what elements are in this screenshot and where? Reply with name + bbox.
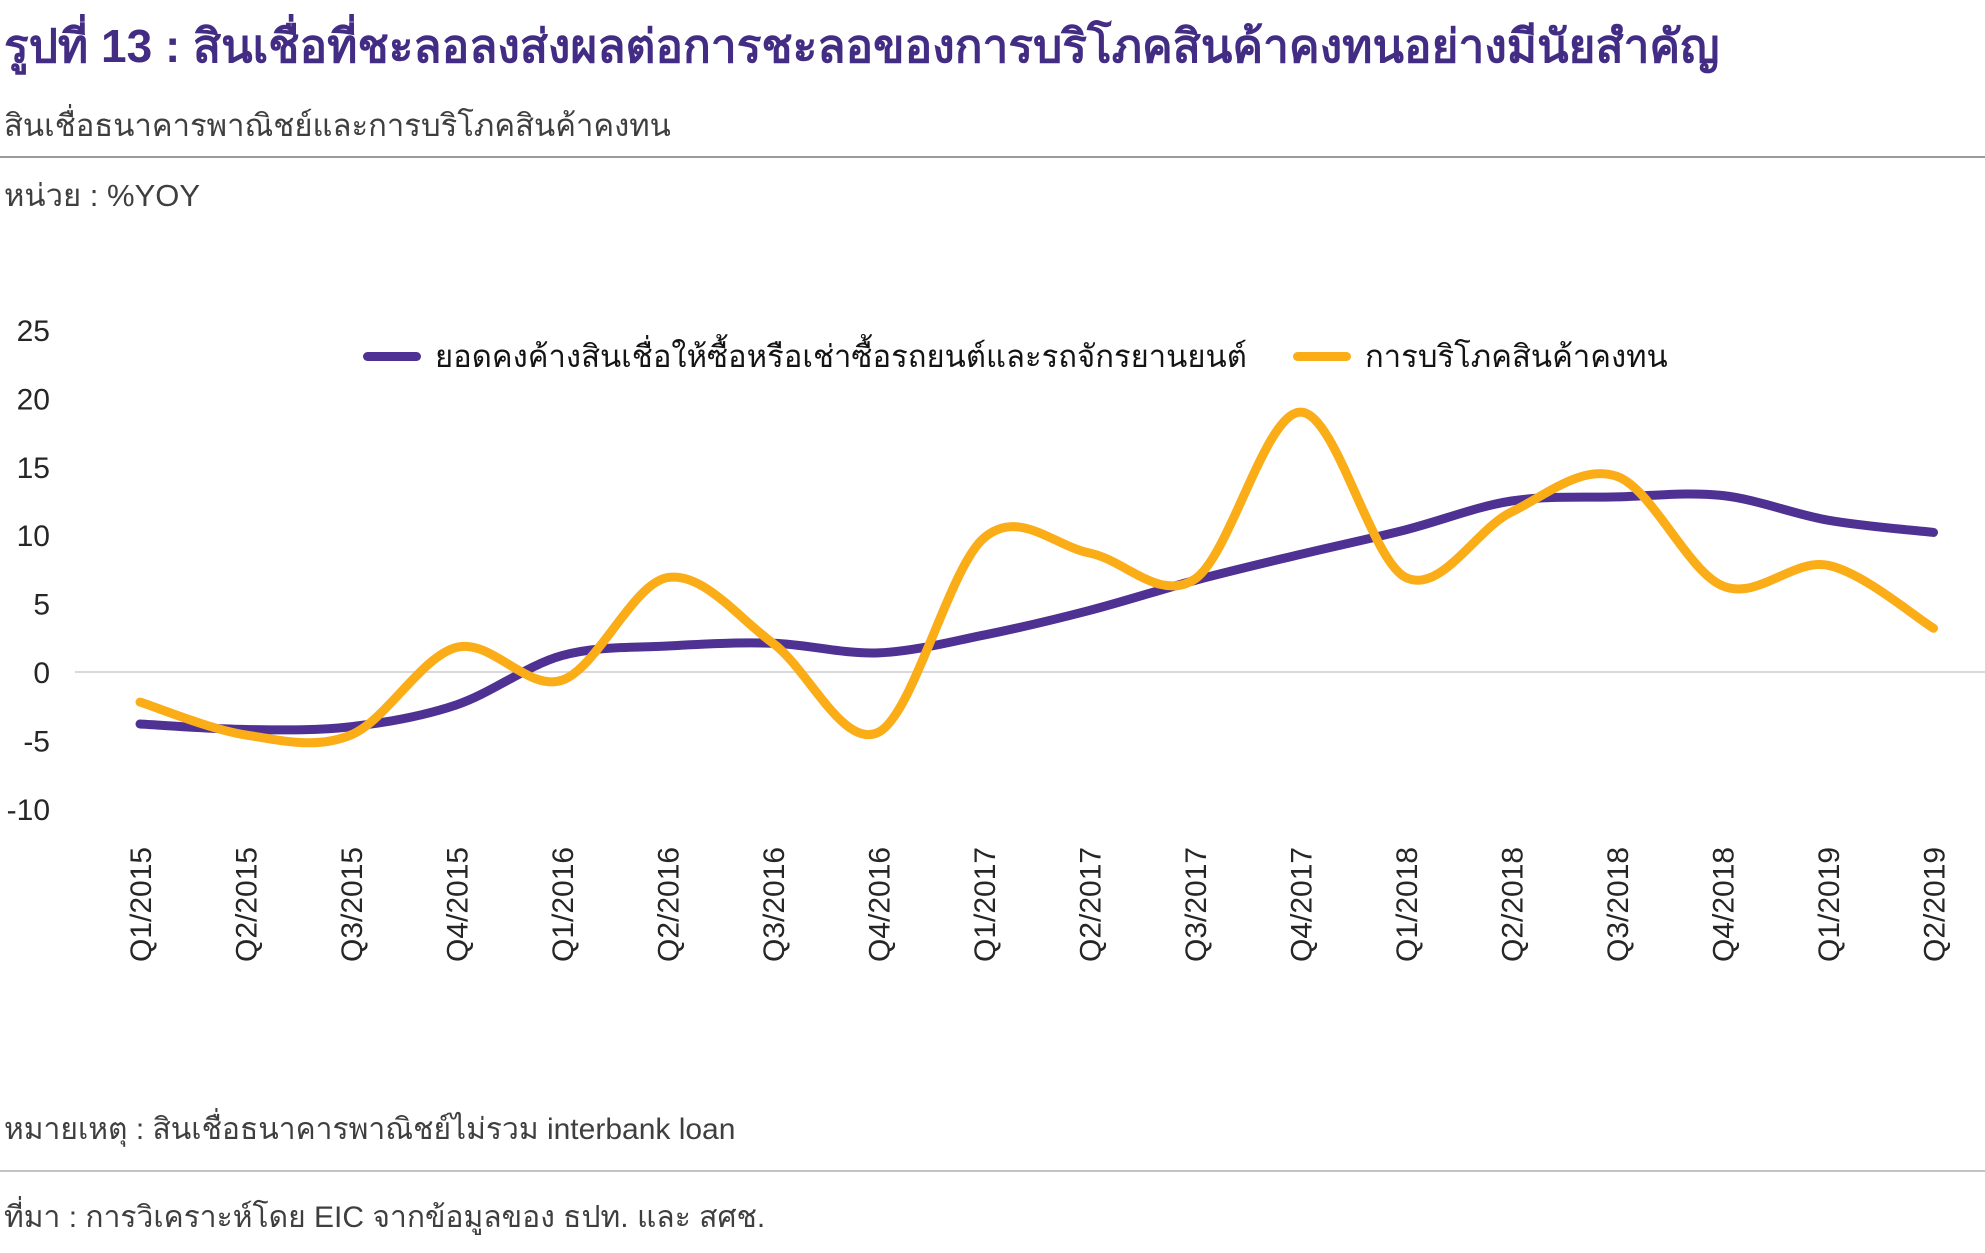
legend-item-consumption: การบริโภคสินค้าคงทน — [1293, 331, 1668, 381]
x-axis-tick-label: Q1/2015 — [125, 847, 158, 962]
legend-label-loan: ยอดคงค้างสินเชื่อให้ซื้อหรือเช่าซื้อรถยน… — [435, 339, 1247, 374]
legend-label-consumption: การบริโภคสินค้าคงทน — [1365, 339, 1668, 374]
y-axis-tick-label: 20 — [17, 383, 50, 416]
x-axis-tick-label: Q2/2019 — [1919, 847, 1952, 962]
y-axis-tick-label: 10 — [17, 520, 50, 553]
x-axis-tick-label: Q3/2016 — [758, 847, 791, 962]
legend-item-loan: ยอดคงค้างสินเชื่อให้ซื้อหรือเช่าซื้อรถยน… — [363, 331, 1247, 381]
x-axis-tick-label: Q3/2018 — [1602, 847, 1635, 962]
x-axis-tick-label: Q2/2017 — [1075, 847, 1108, 962]
y-axis-tick-label: -5 — [23, 725, 50, 758]
footer-divider — [0, 1170, 1985, 1172]
header-divider — [0, 156, 1985, 158]
x-axis-tick-label: Q2/2016 — [653, 847, 686, 962]
series-line-loan — [135, 489, 1938, 735]
y-axis-tick-label: 0 — [33, 657, 50, 690]
y-axis-tick-label: 25 — [17, 315, 50, 348]
footnote: หมายเหตุ : สินเชื่อธนาคารพาณิชย์ไม่รวม i… — [4, 1113, 736, 1146]
consumption-series-swatch-icon — [1293, 351, 1351, 361]
y-axis-tick-label: -10 — [7, 794, 50, 827]
x-axis-tick-label: Q4/2015 — [442, 847, 475, 962]
x-axis-tick-label: Q4/2016 — [864, 847, 897, 962]
series-line-consumption — [135, 407, 1938, 748]
x-axis-tick-label: Q2/2015 — [231, 847, 264, 962]
x-axis-tick-label: Q4/2017 — [1286, 847, 1319, 962]
y-axis-tick-label: 5 — [33, 589, 50, 622]
loan-series-swatch-icon — [363, 351, 421, 361]
figure-subtitle: สินเชื่อธนาคารพาณิชย์และการบริโภคสินค้าค… — [4, 108, 671, 143]
x-axis-tick-label: Q1/2017 — [969, 847, 1002, 962]
x-axis-tick-label: Q1/2018 — [1391, 847, 1424, 962]
x-axis-tick-label: Q3/2015 — [336, 847, 369, 962]
figure-title: รูปที่ 13 : สินเชื่อที่ชะลอลงส่งผลต่อการ… — [4, 20, 1720, 72]
x-axis-tick-label: Q1/2016 — [547, 847, 580, 962]
source-note: ที่มา : การวิเคราะห์โดย EIC จากข้อมูลของ… — [4, 1201, 766, 1234]
x-axis-tick-label: Q1/2019 — [1813, 847, 1846, 962]
unit-label: หน่วย : %YOY — [4, 178, 201, 213]
y-axis-tick-label: 15 — [17, 452, 50, 485]
x-axis-tick-label: Q4/2018 — [1708, 847, 1741, 962]
x-axis-tick-label: Q2/2018 — [1497, 847, 1530, 962]
x-axis-tick-label: Q3/2017 — [1180, 847, 1213, 962]
